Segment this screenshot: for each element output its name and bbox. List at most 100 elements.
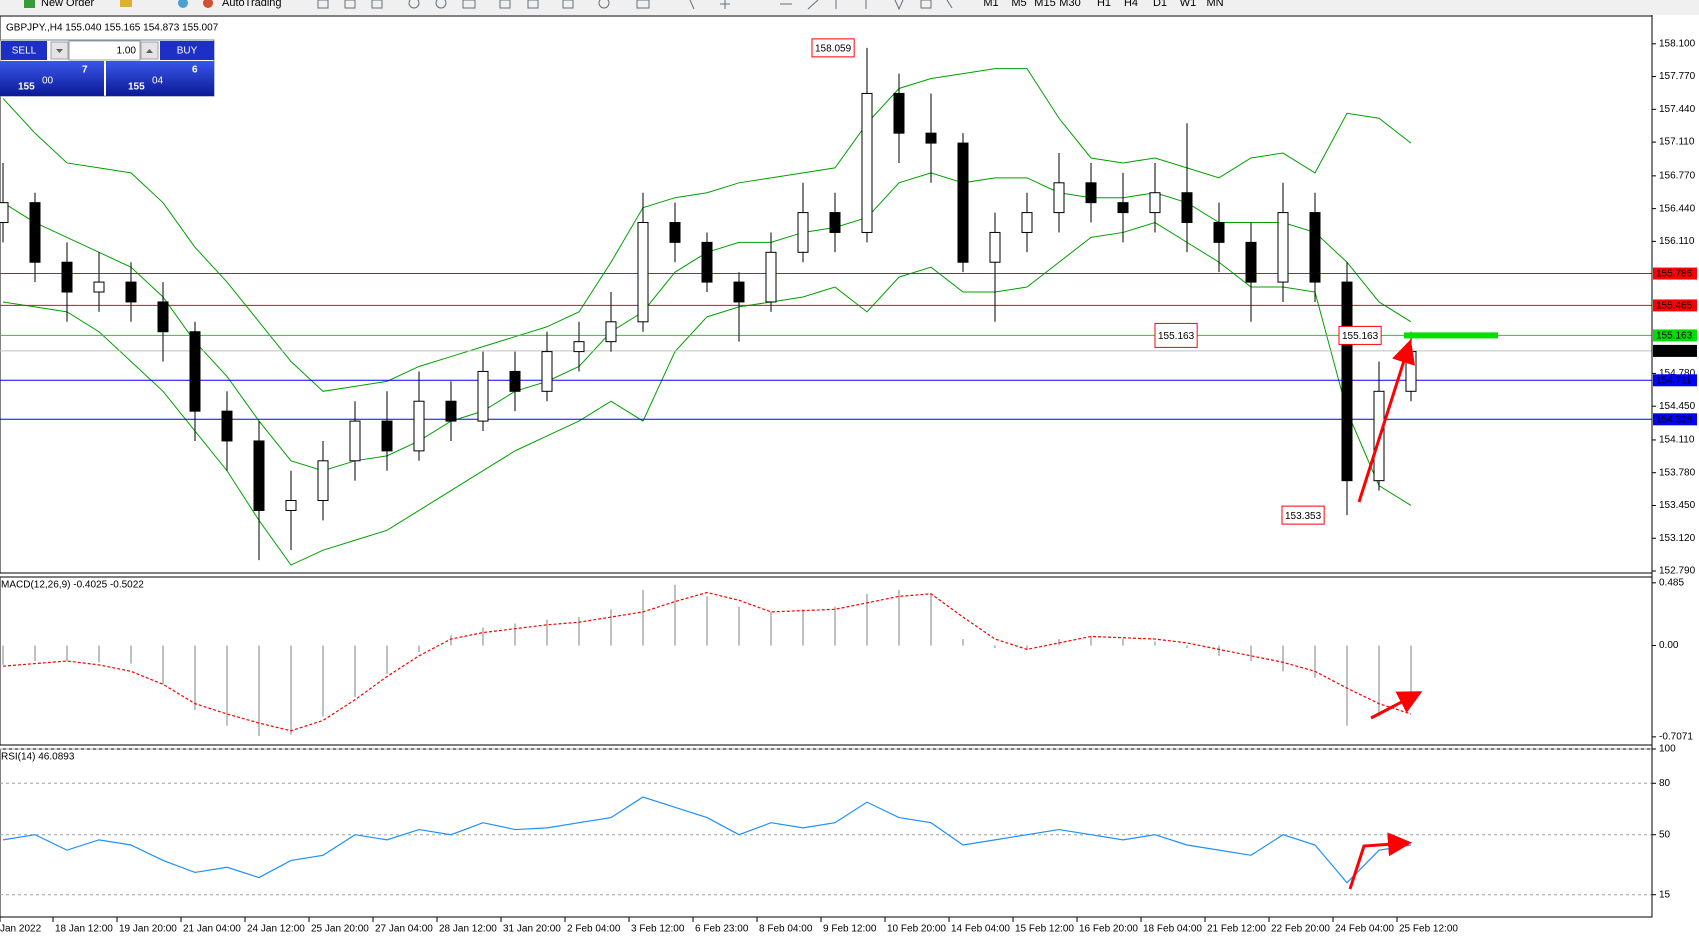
timeframe[interactable]: D1 [1153,0,1167,9]
level-label: 155.786 [1656,269,1693,280]
candle-body [957,142,969,263]
timeframe[interactable]: MN [1206,0,1223,9]
y-tick-label: 156.110 [1659,236,1695,247]
price-annotation: 155.163 [1158,331,1195,342]
ask-pips: 04 [152,76,164,87]
ask-box[interactable] [106,61,214,96]
candle-body [445,400,457,422]
candle-body [861,92,873,233]
x-tick-label: 18 Jan 12:00 [55,924,113,935]
timeframe[interactable]: M15 [1034,0,1055,9]
candle-body [1181,192,1193,224]
candle-body [1405,351,1417,392]
toolbar [0,0,1699,15]
macd-bar [1058,639,1060,646]
candle-body [189,331,201,412]
candle-body [157,301,169,333]
level-label: 155.465 [1656,301,1693,312]
macd-bar [834,606,836,646]
x-tick-label: 6 Feb 23:00 [695,924,749,935]
x-tick-label: 9 Feb 12:00 [823,924,877,935]
y-tick-label: 153.450 [1659,500,1696,511]
sell-label[interactable]: SELL [12,46,37,57]
macd-bar [194,645,196,711]
y-tick-label: 157.770 [1659,71,1696,82]
buy-label[interactable]: BUY [177,46,198,57]
ask-frac: 6 [192,65,198,76]
macd-bar [674,584,676,646]
macd-bar [514,623,516,646]
y-tick-label: 157.110 [1659,137,1695,148]
candle-body [29,202,41,263]
timeframe[interactable]: W1 [1180,0,1197,9]
y-tick-label: 154.110 [1659,435,1695,446]
macd-bar [578,617,580,646]
macd-bar [226,645,228,726]
new-order[interactable]: New Order [41,0,95,9]
lot-value[interactable]: 1.00 [117,46,137,57]
macd-bar [1346,645,1348,726]
y-tick-label: 153.120 [1659,533,1696,544]
candle-body [253,440,265,511]
price-annotation: 153.353 [1285,511,1322,522]
candle-body [541,351,553,392]
x-tick-label: 14 Feb 04:00 [951,924,1010,935]
candle-body [605,321,617,343]
auto-trading[interactable]: AutoTrading [222,0,282,9]
level-label: 154.711 [1656,375,1692,386]
macd-bar [482,627,484,646]
y-tick-label: 154.780 [1659,368,1696,379]
candle-body [221,410,233,442]
macd-bar [1410,645,1412,698]
timeframe[interactable]: M5 [1011,0,1026,9]
icon [120,0,132,7]
panel-title: GBPJPY.,H4 155.040 155.165 154.873 155.0… [6,23,219,34]
candle-body [1021,212,1033,233]
candle-body [925,132,937,144]
y-tick-label: 156.440 [1659,203,1696,214]
x-tick-label: 21 Feb 12:00 [1207,924,1266,935]
y-tick-label: 156.770 [1659,170,1696,181]
candle-body [829,212,841,233]
macd-bar [290,645,292,735]
macd-bar [1026,645,1028,650]
sell-button[interactable] [1,41,47,60]
bid-pips: 00 [42,76,54,87]
level-box [1653,374,1697,387]
macd-bar [802,609,804,646]
macd-bar [1250,645,1252,661]
candle-body [1085,182,1097,204]
macd-bar [1378,645,1380,717]
candle-body [1309,212,1321,283]
macd-bar [386,645,388,674]
timeframe[interactable]: H1 [1097,0,1111,9]
buy-button[interactable] [160,41,214,60]
main-panel [0,15,1653,574]
y-tick-label: 50 [1659,829,1671,840]
timeframe[interactable]: H4 [1124,0,1138,9]
macd-bar [354,645,356,698]
candle-body [1149,192,1161,214]
x-tick-label: 8 Feb 04:00 [759,924,813,935]
x-tick-label: 25 Feb 12:00 [1399,924,1458,935]
x-tick-label: 16 Feb 20:00 [1079,924,1138,935]
candle-body [1245,241,1257,283]
y-tick-label: -0.7071 [1659,732,1693,743]
candle-body [893,92,905,134]
x-tick-label: 15 Feb 12:00 [1015,924,1074,935]
timeframe[interactable]: M1 [983,0,998,9]
x-tick-label: 3 Feb 12:00 [631,924,685,935]
level-box [1653,329,1697,342]
rsi-line [2,796,1412,884]
macd-bar [1314,645,1316,678]
macd-bar [1218,645,1220,656]
bid-box[interactable] [0,61,104,96]
trade-panel: SELL 1.00 BUY 155 00 7 155 04 6 [0,39,215,97]
lot-field[interactable] [68,40,141,61]
macd-bar [898,589,900,646]
candle-body [797,212,809,253]
macd-bar [1282,645,1284,672]
candle-body [765,251,777,303]
timeframe[interactable]: M30 [1059,0,1080,9]
